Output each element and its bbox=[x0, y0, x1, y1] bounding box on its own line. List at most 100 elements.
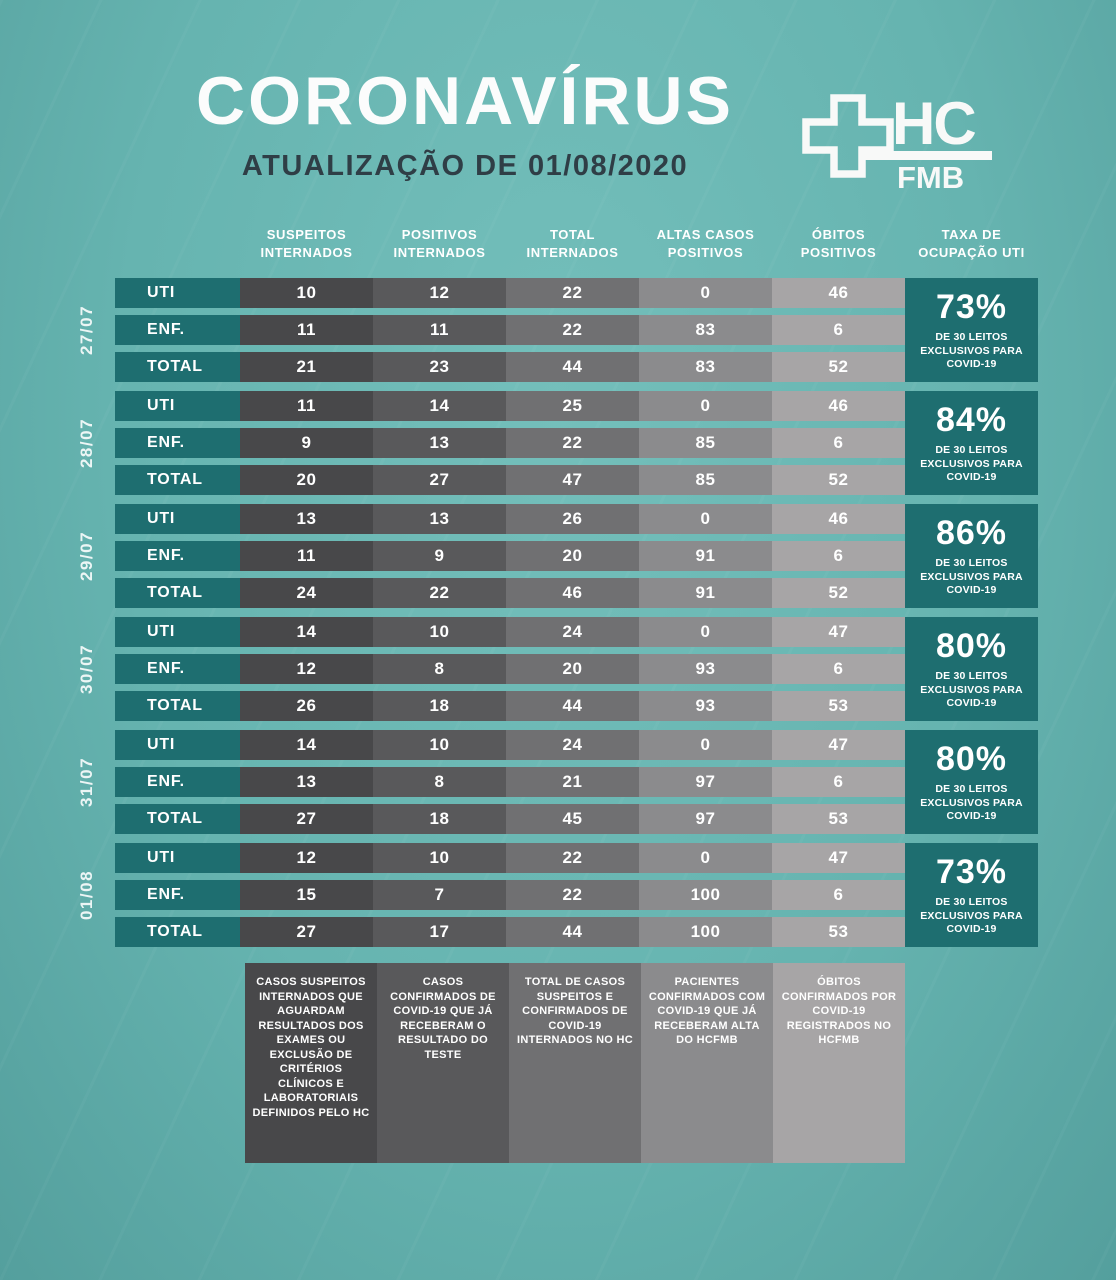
data-cell: 11 bbox=[240, 541, 373, 571]
date-block: 31/07 UTI 14 10 24 0 47 ENF. 13 8 21 97 6 TOTAL 27 18 45… bbox=[60, 730, 1038, 834]
table-row: ENF. 11 9 20 91 6 bbox=[115, 541, 905, 571]
data-cell: 45 bbox=[506, 804, 639, 834]
date-text: 29/07 bbox=[77, 530, 97, 582]
occupancy-note: DE 30 LEITOS EXCLUSIVOS PARA COVID-19 bbox=[920, 670, 1023, 710]
column-header: TOTAL INTERNADOS bbox=[526, 227, 619, 260]
row-label: ENF. bbox=[115, 541, 240, 571]
table-row: UTI 14 10 24 0 47 bbox=[115, 617, 905, 647]
date-block: 27/07 UTI 10 12 22 0 46 ENF. 11 11 22 83 6 TOTAL 21 23 4… bbox=[60, 278, 1038, 382]
footnote-box: TOTAL DE CASOS SUSPEITOS E CONFIRMADOS D… bbox=[509, 963, 641, 1163]
data-cell: 20 bbox=[240, 465, 373, 495]
page-title: CORONAVÍRUS bbox=[196, 63, 734, 139]
row-label: ENF. bbox=[115, 654, 240, 684]
block-rows: UTI 11 14 25 0 46 ENF. 9 13 22 85 6 TOTAL 20 27 47 85 52 bbox=[115, 391, 905, 495]
data-cell: 83 bbox=[639, 315, 772, 345]
occupancy-note: DE 30 LEITOS EXCLUSIVOS PARA COVID-19 bbox=[920, 444, 1023, 484]
table-row: ENF. 12 8 20 93 6 bbox=[115, 654, 905, 684]
data-cell: 52 bbox=[772, 578, 905, 608]
date-block: 28/07 UTI 11 14 25 0 46 ENF. 9 13 22 85 6 TOTAL 20 27 47… bbox=[60, 391, 1038, 495]
row-label: TOTAL bbox=[115, 352, 240, 382]
occupancy-box: 73% DE 30 LEITOS EXCLUSIVOS PARA COVID-19 bbox=[905, 278, 1038, 382]
occupancy-rate: 86% bbox=[935, 514, 1008, 553]
date-block: 01/08 UTI 12 10 22 0 47 ENF. 15 7 22 100 6 TOTAL 27 17 4… bbox=[60, 843, 1038, 947]
data-cell: 46 bbox=[772, 391, 905, 421]
date-block: 30/07 UTI 14 10 24 0 47 ENF. 12 8 20 93 6 TOTAL 26 18 44… bbox=[60, 617, 1038, 721]
column-header: TAXA DE OCUPAÇÃO UTI bbox=[918, 227, 1025, 260]
occupancy-rate: 84% bbox=[935, 401, 1008, 440]
logo-bracket-bar bbox=[862, 151, 992, 160]
data-cell: 14 bbox=[240, 730, 373, 760]
data-cell: 97 bbox=[639, 767, 772, 797]
row-label: UTI bbox=[115, 843, 240, 873]
data-cell: 0 bbox=[639, 843, 772, 873]
row-label: ENF. bbox=[115, 880, 240, 910]
row-label: ENF. bbox=[115, 767, 240, 797]
data-cell: 6 bbox=[772, 880, 905, 910]
data-cell: 13 bbox=[373, 504, 506, 534]
occupancy-box: 80% DE 30 LEITOS EXCLUSIVOS PARA COVID-19 bbox=[905, 617, 1038, 721]
occupancy-box: 86% DE 30 LEITOS EXCLUSIVOS PARA COVID-19 bbox=[905, 504, 1038, 608]
data-cell: 85 bbox=[639, 428, 772, 458]
data-cell: 22 bbox=[506, 428, 639, 458]
footnote-box: CASOS SUSPEITOS INTERNADOS QUE AGUARDAM … bbox=[245, 963, 377, 1163]
footnotes-row: CASOS SUSPEITOS INTERNADOS QUE AGUARDAM … bbox=[245, 963, 905, 1163]
date-label: 27/07 bbox=[60, 278, 115, 382]
row-label: ENF. bbox=[115, 428, 240, 458]
data-cell: 83 bbox=[639, 352, 772, 382]
row-label: TOTAL bbox=[115, 691, 240, 721]
data-cell: 7 bbox=[373, 880, 506, 910]
data-cell: 12 bbox=[240, 654, 373, 684]
column-headers-row: SUSPEITOS INTERNADOS POSITIVOS INTERNADOS… bbox=[240, 226, 1038, 261]
table-row: TOTAL 27 18 45 97 53 bbox=[115, 804, 905, 834]
occupancy-note: DE 30 LEITOS EXCLUSIVOS PARA COVID-19 bbox=[920, 557, 1023, 597]
column-header: ALTAS CASOS POSITIVOS bbox=[656, 227, 755, 260]
data-cell: 18 bbox=[373, 804, 506, 834]
data-cell: 97 bbox=[639, 804, 772, 834]
table-row: ENF. 9 13 22 85 6 bbox=[115, 428, 905, 458]
data-cell: 46 bbox=[506, 578, 639, 608]
occupancy-rate: 80% bbox=[935, 627, 1008, 666]
data-cell: 15 bbox=[240, 880, 373, 910]
data-cell: 14 bbox=[373, 391, 506, 421]
footnote-box: CASOS CONFIRMADOS DE COVID-19 QUE JÁ REC… bbox=[377, 963, 509, 1163]
data-cell: 6 bbox=[772, 315, 905, 345]
data-cell: 0 bbox=[639, 617, 772, 647]
table-blocks: 27/07 UTI 10 12 22 0 46 ENF. 11 11 22 83 6 TOTAL 21 23 4… bbox=[60, 278, 1038, 956]
table-row: TOTAL 24 22 46 91 52 bbox=[115, 578, 905, 608]
table-row: ENF. 11 11 22 83 6 bbox=[115, 315, 905, 345]
block-rows: UTI 14 10 24 0 47 ENF. 13 8 21 97 6 TOTAL 27 18 45 97 53 bbox=[115, 730, 905, 834]
column-header: ÓBITOS POSITIVOS bbox=[800, 227, 877, 260]
data-cell: 14 bbox=[240, 617, 373, 647]
data-cell: 46 bbox=[772, 278, 905, 308]
medical-cross-icon bbox=[802, 94, 894, 178]
data-cell: 53 bbox=[772, 804, 905, 834]
page-subtitle: ATUALIZAÇÃO DE 01/08/2020 bbox=[241, 150, 689, 182]
date-text: 30/07 bbox=[77, 643, 97, 695]
date-label: 31/07 bbox=[60, 730, 115, 834]
block-rows: UTI 12 10 22 0 47 ENF. 15 7 22 100 6 TOTAL 27 17 44 100 5… bbox=[115, 843, 905, 947]
row-label: UTI bbox=[115, 617, 240, 647]
data-cell: 46 bbox=[772, 504, 905, 534]
footnote-box: PACIENTES CONFIRMADOS COM COVID-19 QUE J… bbox=[641, 963, 773, 1163]
data-cell: 24 bbox=[506, 730, 639, 760]
occupancy-rate: 80% bbox=[935, 740, 1008, 779]
table-row: TOTAL 20 27 47 85 52 bbox=[115, 465, 905, 495]
date-text: 27/07 bbox=[77, 304, 97, 356]
data-cell: 27 bbox=[373, 465, 506, 495]
data-cell: 22 bbox=[506, 880, 639, 910]
data-cell: 22 bbox=[506, 843, 639, 873]
date-label: 01/08 bbox=[60, 843, 115, 947]
data-cell: 22 bbox=[506, 278, 639, 308]
table-row: UTI 13 13 26 0 46 bbox=[115, 504, 905, 534]
data-cell: 17 bbox=[373, 917, 506, 947]
data-cell: 23 bbox=[373, 352, 506, 382]
data-cell: 9 bbox=[373, 541, 506, 571]
occupancy-rate: 73% bbox=[935, 853, 1008, 892]
data-cell: 12 bbox=[240, 843, 373, 873]
data-cell: 6 bbox=[772, 541, 905, 571]
data-cell: 93 bbox=[639, 654, 772, 684]
data-cell: 21 bbox=[506, 767, 639, 797]
data-cell: 44 bbox=[506, 691, 639, 721]
row-label: TOTAL bbox=[115, 465, 240, 495]
